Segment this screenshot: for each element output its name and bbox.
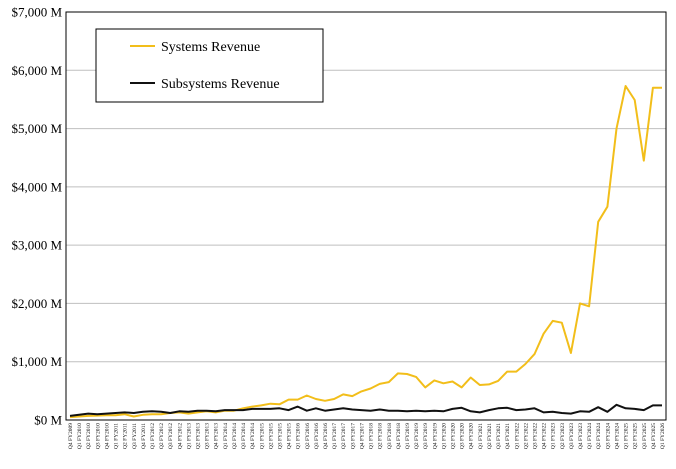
x-tick-label: Q3 FY2023 [569, 423, 575, 449]
x-tick-label: Q4 FY2024 [614, 423, 620, 449]
x-tick-label: Q1 FY2018 [369, 423, 375, 449]
series-line-subsystems-revenue [69, 403, 662, 417]
x-tick-label: Q4 FY2015 [287, 423, 293, 449]
y-tick-label: $7,000 M [11, 5, 62, 20]
x-tick-label: Q3 FY2014 [241, 423, 247, 449]
x-tick-label: Q1 FY2010 [77, 423, 83, 449]
plot-border [65, 11, 667, 421]
x-tick-label: Q4 FY2020 [469, 423, 475, 449]
x-tick-label: Q2 FY2015 [268, 423, 274, 449]
x-tick-label: Q3 FY2015 [277, 423, 283, 449]
x-axis: Q4 FY2009 Q1 FY2010 Q2 FY2010 Q3 FY2010 Q4 F… [68, 423, 666, 449]
x-tick-label: Q2 FY2022 [523, 423, 529, 449]
x-tick-label: Q3 FY2012 [168, 423, 174, 449]
x-tick-label: Q3 FY2018 [387, 423, 393, 449]
x-tick-label: Q2 FY2010 [86, 423, 92, 449]
y-axis: $0 M $1,000 M $2,000 M $3,000 M $4,000 M $5,0… [11, 5, 62, 428]
x-tick-label: Q1 FY2017 [332, 423, 338, 449]
x-tick-label: Q1 FY2024 [587, 423, 593, 449]
x-tick-label: Q1 FY2013 [186, 423, 192, 449]
x-tick-label: Q2 FY2024 [596, 423, 602, 449]
x-tick-label: Q1 FY2025 [624, 423, 630, 449]
y-tick-label: $1,000 M [11, 354, 62, 369]
x-tick-label: Q3 FY2017 [350, 423, 356, 449]
x-tick-label: Q3 FY2022 [532, 423, 538, 449]
x-tick-label: Q1 FY2019 [405, 423, 411, 449]
y-tick-label: $5,000 M [11, 121, 62, 136]
x-tick-label: Q4 FY2022 [542, 423, 548, 449]
x-tick-label: Q2 FY2025 [633, 423, 639, 449]
x-tick-label: Q1 FY2012 [150, 423, 156, 449]
x-tick-label: Q3 FY2025 [642, 423, 648, 449]
x-tick-label: Q2 FY2013 [196, 423, 202, 449]
y-tick-label: $3,000 M [11, 238, 62, 253]
x-tick-label: Q4 FY2012 [177, 423, 183, 449]
x-tick-label: Q4 FY2011 [141, 423, 147, 449]
x-tick-label: Q4 FY2016 [323, 423, 329, 449]
y-tick-label: $2,000 M [11, 296, 62, 311]
x-tick-label: Q2 FY2011 [123, 423, 129, 449]
x-tick-label: Q2 FY2014 [232, 423, 238, 449]
x-tick-label: Q3 FY2013 [205, 423, 211, 449]
x-tick-label: Q2 FY2016 [305, 423, 311, 449]
legend-box [95, 28, 324, 103]
x-tick-label: Q1 FY2011 [114, 423, 120, 449]
y-tick-label: $6,000 M [11, 63, 62, 78]
x-tick-label: Q3 FY2011 [132, 423, 138, 449]
x-tick-label: Q1 FY2014 [223, 423, 229, 449]
x-tick-label: Q1 FY2016 [296, 423, 302, 449]
x-tick-label: Q1 FY2023 [551, 423, 557, 449]
x-tick-label: Q4 FY2014 [250, 423, 256, 449]
x-tick-label: Q4 FY2025 [651, 423, 657, 449]
x-tick-label: Q2 FY2019 [414, 423, 420, 449]
x-tick-label: Q3 FY2024 [605, 423, 611, 449]
x-tick-label: Q2 FY2021 [487, 423, 493, 449]
x-tick-label: Q2 FY2012 [159, 423, 165, 449]
x-tick-label: Q2 FY2020 [451, 423, 457, 449]
x-tick-label: Q2 FY2018 [378, 423, 384, 449]
x-tick-label: Q4 FY2019 [432, 423, 438, 449]
x-tick-label: Q3 FY2020 [460, 423, 466, 449]
y-tick-label: $4,000 M [11, 179, 62, 194]
x-tick-label: Q4 FY2023 [578, 423, 584, 449]
x-tick-label: Q4 FY2009 [68, 423, 74, 449]
x-tick-label: Q3 FY2010 [95, 423, 101, 449]
x-tick-label: Q1 FY2020 [441, 423, 447, 449]
legend: Systems Revenue Subsystems Revenue [95, 28, 324, 103]
x-tick-label: Q3 FY2019 [423, 423, 429, 449]
gridlines [66, 69, 666, 363]
x-tick-label: Q4 FY2017 [359, 423, 365, 449]
x-tick-label: Q1 FY2022 [514, 423, 520, 449]
x-tick-label: Q2 FY2017 [341, 423, 347, 449]
x-tick-label: Q4 FY2021 [505, 423, 511, 449]
x-tick-label: Q1 FY2021 [478, 423, 484, 449]
x-tick-label: Q4 FY2013 [214, 423, 220, 449]
x-tick-label: Q1 FY2015 [259, 423, 265, 449]
x-tick-label: Q3 FY2021 [496, 423, 502, 449]
series-lines [69, 85, 662, 419]
legend-label-subsystems: Subsystems Revenue [161, 77, 280, 92]
x-tick-label: Q4 FY2018 [396, 423, 402, 449]
x-tick-label: Q4 FY2010 [104, 423, 110, 449]
legend-label-systems: Systems Revenue [161, 40, 260, 55]
y-tick-label: $0 M [34, 413, 62, 428]
x-tick-label: Q3 FY2016 [314, 423, 320, 449]
x-tick-label: Q1 FY2026 [660, 423, 666, 449]
x-tick-label: Q2 FY2023 [560, 423, 566, 449]
